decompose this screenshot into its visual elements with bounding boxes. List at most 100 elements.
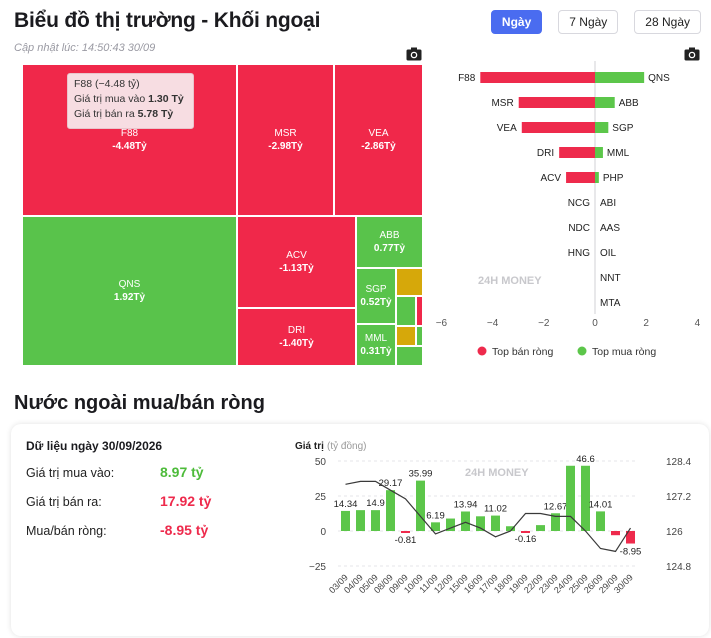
tile-value: -1.40Tỷ xyxy=(279,338,314,349)
update-timestamp: Cập nhật lúc: 14:50:43 30/09 xyxy=(14,42,156,54)
buy-name-label: OIL xyxy=(600,248,617,259)
buy-name-label: AAS xyxy=(600,223,620,234)
treemap-tile-small[interactable] xyxy=(416,326,423,346)
treemap-tile[interactable]: ACV -1.13Tỷ xyxy=(237,216,356,308)
bar-value-label: 46.6 xyxy=(576,454,595,465)
net-flow-bar xyxy=(446,518,455,531)
x-tick-label: 4 xyxy=(695,318,701,329)
y-tick-label: 0 xyxy=(320,527,326,538)
camera-icon[interactable] xyxy=(406,47,422,61)
legend-buy-label: Top mua ròng xyxy=(592,346,656,358)
bar-value-label: 29.17 xyxy=(379,478,403,489)
treemap-tile-small[interactable] xyxy=(396,326,416,346)
net-flow-bar xyxy=(416,480,425,531)
tile-value: -2.98Tỷ xyxy=(268,141,303,152)
bar-value-label: -0.16 xyxy=(515,534,537,545)
net-flow-bar xyxy=(581,465,590,531)
treemap-tile-small[interactable] xyxy=(396,296,416,326)
sell-bar xyxy=(559,147,595,158)
treemap-tile[interactable]: QNS 1.92Tỷ xyxy=(22,216,237,366)
buy-bar xyxy=(595,147,603,158)
y-tick-label: 25 xyxy=(315,492,327,503)
treemap-tile-small[interactable] xyxy=(396,346,423,366)
tile-value: -1.13Tỷ xyxy=(279,263,314,274)
data-date: Dữ liệu ngày 30/09/2026 xyxy=(26,439,163,453)
treemap-tile[interactable]: VEA -2.86Tỷ xyxy=(334,64,423,216)
sell-value: 17.92 tỷ xyxy=(160,493,212,509)
treemap-tile-small[interactable] xyxy=(416,296,423,326)
net-flow-bar xyxy=(386,490,395,531)
net-flow-bar xyxy=(431,522,440,531)
bar-value-label: -0.81 xyxy=(395,535,417,546)
tab-28-days[interactable]: 28 Ngày xyxy=(634,10,701,34)
x-tick-label: −4 xyxy=(487,318,499,329)
sell-bar xyxy=(480,72,595,83)
tile-symbol: ABB xyxy=(379,230,400,241)
net-flow-bar xyxy=(551,513,560,531)
buy-name-label: SGP xyxy=(612,123,633,134)
buy-name-label: MTA xyxy=(600,298,621,309)
buy-bar xyxy=(595,97,615,108)
tooltip-title: F88 (−4.48 tỷ) xyxy=(74,78,140,90)
x-tick-label: −2 xyxy=(538,318,550,329)
legend-sell-label: Top bán ròng xyxy=(492,346,553,358)
net-flow-bar xyxy=(371,510,380,531)
treemap-tile-small[interactable] xyxy=(396,268,423,296)
sell-bar xyxy=(566,172,595,183)
x-tick-label: 2 xyxy=(643,318,649,329)
buy-value-label: Giá trị mua vào: xyxy=(26,466,115,480)
treemap-tile[interactable]: SGP 0.52Tỷ xyxy=(356,268,396,324)
net-flow-bar xyxy=(506,526,515,531)
x-tick-label: 0 xyxy=(592,318,598,329)
bar-value-label: 14.34 xyxy=(334,499,358,510)
sell-name-label: ACV xyxy=(541,173,562,184)
sell-bar xyxy=(518,97,595,108)
tab-7-days[interactable]: 7 Ngày xyxy=(558,10,619,34)
buy-bar xyxy=(595,122,609,133)
range-tabs: Ngày 7 Ngày 28 Ngày xyxy=(490,10,701,34)
net-value-label: Mua/bán ròng: xyxy=(26,524,107,538)
buy-name-label: MML xyxy=(607,148,630,159)
y-tick-label: −25 xyxy=(309,562,326,573)
net-flow-bar xyxy=(626,531,635,544)
treemap-tooltip: F88 (−4.48 tỷ) Giá trị mua vào 1.30 Tỷ G… xyxy=(67,73,194,129)
camera-icon[interactable] xyxy=(684,47,700,61)
tile-symbol: SGP xyxy=(365,284,387,295)
y-tick-label: 50 xyxy=(315,457,327,468)
treemap: F88 -4.48Tỷ MSR -2.98Tỷ VEA -2.86Tỷ QNS … xyxy=(22,64,423,366)
y2-tick-label: 124.8 xyxy=(666,562,691,573)
buy-bar xyxy=(595,72,645,83)
legend-buy-marker xyxy=(577,346,587,356)
buy-name-label: ABB xyxy=(619,98,639,109)
bar-value-label: 13.94 xyxy=(454,499,478,510)
net-flow-bar xyxy=(611,531,620,536)
sell-name-label: HNG xyxy=(568,248,590,259)
section-title: Nước ngoài mua/bán ròng xyxy=(14,392,265,414)
bar-value-label: 14.01 xyxy=(589,499,613,510)
tile-symbol: DRI xyxy=(287,325,306,336)
tile-symbol: MSR xyxy=(274,128,297,139)
buy-bar xyxy=(595,172,599,183)
sell-name-label: F88 xyxy=(458,73,476,84)
tooltip-sell-value: 5.78 Tỷ xyxy=(137,108,174,120)
treemap-tile[interactable]: MML 0.31Tỷ xyxy=(356,324,396,366)
tooltip-buy-row: Giá trị mua vào 1.30 Tỷ xyxy=(74,92,187,107)
tile-value: 0.52Tỷ xyxy=(360,297,392,308)
net-flow-bar xyxy=(596,511,605,531)
bar-value-label: 11.02 xyxy=(484,504,507,515)
net-flow-bar xyxy=(401,531,410,533)
bar-value-label: 12.67 xyxy=(544,501,568,512)
treemap-tile[interactable]: MSR -2.98Tỷ xyxy=(237,64,334,216)
net-flow-chart: Giá trị (tỷ đồng)50 25 0 −25 128.4 127.2 126 124… xyxy=(295,440,691,595)
tile-value: -4.48Tỷ xyxy=(112,141,147,152)
y2-tick-label: 128.4 xyxy=(666,457,691,468)
net-flow-bar xyxy=(566,465,575,531)
tile-symbol: QNS xyxy=(118,279,141,290)
sell-name-label: VEA xyxy=(497,123,517,134)
treemap-tile[interactable]: ABB 0.77Tỷ xyxy=(356,216,423,268)
buy-name-label: ABI xyxy=(600,198,616,209)
treemap-tile[interactable]: DRI -1.40Tỷ xyxy=(237,308,356,366)
tab-day[interactable]: Ngày xyxy=(490,10,543,34)
watermark-logo: 24H MONEY xyxy=(478,275,542,287)
index-line xyxy=(345,480,632,553)
